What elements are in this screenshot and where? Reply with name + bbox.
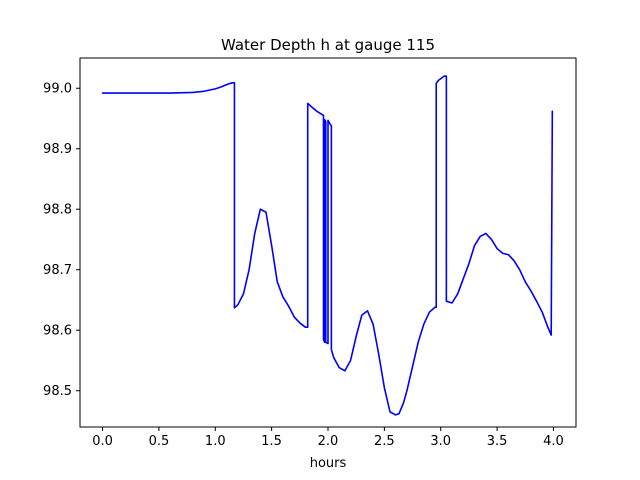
x-tick-label: 3.5 (487, 434, 508, 449)
x-tick-label: 1.5 (261, 434, 282, 449)
series-line (101, 75, 554, 416)
chart-title: Water Depth h at gauge 115 (221, 36, 435, 54)
x-tick-label: 0.0 (92, 434, 113, 449)
x-tick-label: 3.0 (430, 434, 451, 449)
x-tick-label: 4.0 (543, 434, 564, 449)
y-tick-label: 98.6 (43, 324, 72, 339)
y-tick-label: 98.7 (43, 263, 72, 278)
y-axis: 98.5 98.6 98.7 98.8 98.9 99.0 (43, 82, 80, 399)
y-tick-label: 98.9 (43, 142, 72, 157)
y-tick-label: 98.8 (43, 203, 72, 218)
x-axis-label: hours (310, 456, 347, 471)
y-tick-label: 98.5 (43, 384, 72, 399)
x-tick-label: 0.5 (149, 434, 170, 449)
x-axis: 0.0 0.5 1.0 1.5 2.0 2.5 3.0 3.5 4.0 (92, 427, 564, 449)
y-tick-label: 99.0 (43, 82, 72, 97)
series-layer (101, 75, 554, 416)
x-tick-label: 2.0 (318, 434, 339, 449)
x-tick-label: 2.5 (374, 434, 395, 449)
x-tick-label: 1.0 (205, 434, 226, 449)
